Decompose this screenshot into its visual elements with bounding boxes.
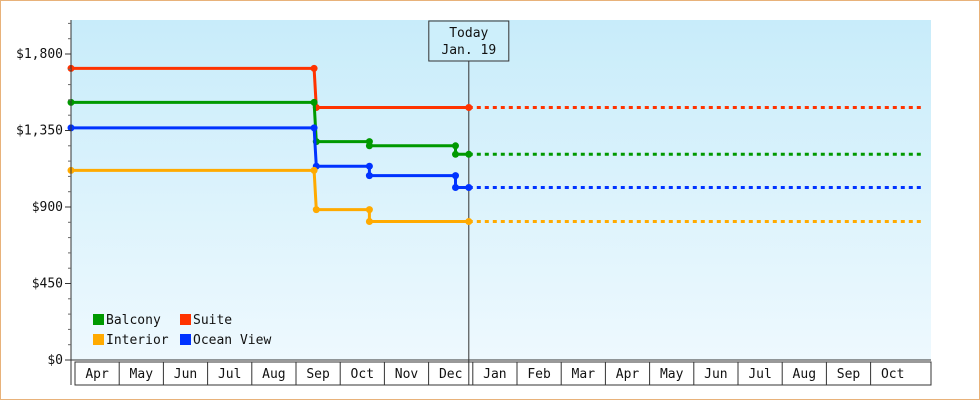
- y-tick-label: $900: [32, 200, 63, 215]
- data-point: [365, 142, 373, 150]
- data-point: [465, 184, 473, 191]
- legend-swatch: [93, 334, 104, 345]
- data-point: [452, 142, 459, 150]
- data-point: [465, 218, 473, 225]
- data-point: [452, 150, 459, 158]
- legend-swatch: [93, 314, 104, 325]
- legend-swatch: [180, 334, 191, 345]
- x-tick-label: Jan: [483, 367, 506, 382]
- x-tick-label: Sep: [837, 367, 861, 382]
- legend-label: Ocean View: [193, 333, 271, 348]
- data-point: [452, 184, 459, 191]
- today-label: Today: [449, 26, 488, 41]
- legend-swatch: [180, 314, 191, 325]
- data-point: [310, 64, 318, 72]
- x-tick-label: Jun: [174, 367, 197, 382]
- x-tick-label: Apr: [616, 367, 640, 382]
- x-tick-label: Oct: [881, 367, 904, 382]
- x-tick-label: Dec: [439, 367, 462, 382]
- series-interior: [67, 166, 925, 225]
- x-tick-label: Sep: [306, 367, 330, 382]
- data-point: [365, 206, 373, 214]
- data-point: [365, 172, 373, 180]
- series-suite: [67, 64, 925, 111]
- data-point: [465, 150, 473, 158]
- x-tick-label: May: [660, 367, 684, 382]
- x-tick-label: Jul: [748, 367, 771, 382]
- series-balcony: [67, 98, 925, 158]
- month-strip: [74, 361, 932, 386]
- data-point: [310, 166, 318, 174]
- legend-item-ocean-view: Ocean View: [180, 333, 271, 348]
- y-tick-label: $1,350: [16, 124, 63, 139]
- today-date: Jan. 19: [441, 43, 496, 58]
- data-point: [452, 172, 459, 180]
- data-point: [312, 206, 320, 214]
- legend-item-suite: Suite: [180, 313, 232, 328]
- series-line-suite: [71, 66, 469, 109]
- x-tick-label: Jun: [704, 367, 727, 382]
- x-tick-label: Aug: [262, 367, 285, 382]
- data-point: [310, 124, 318, 132]
- x-tick-label: Jul: [218, 367, 241, 382]
- y-tick-label: $0: [47, 353, 63, 368]
- x-tick-label: Mar: [572, 367, 596, 382]
- series-line-interior: [71, 168, 469, 223]
- x-tick-label: May: [130, 367, 154, 382]
- x-tick-label: Nov: [395, 367, 419, 382]
- data-point: [310, 98, 318, 106]
- data-point: [365, 218, 373, 225]
- legend-label: Balcony: [106, 313, 161, 328]
- x-tick-label: Aug: [793, 367, 816, 382]
- plot-area: [71, 20, 931, 360]
- y-tick-label: $450: [32, 277, 63, 292]
- y-tick-label: $1,800: [16, 47, 63, 62]
- today-label-box: [428, 20, 510, 62]
- legend-item-interior: Interior: [93, 333, 169, 348]
- series-ocean-view: [67, 124, 925, 191]
- x-tick-label: Apr: [85, 367, 109, 382]
- x-tick-label: Oct: [351, 367, 374, 382]
- x-tick-label: Feb: [527, 367, 551, 382]
- legend-item-balcony: Balcony: [93, 313, 161, 328]
- legend-label: Suite: [193, 313, 232, 328]
- data-point: [365, 162, 373, 170]
- legend-label: Interior: [106, 333, 169, 348]
- data-point: [465, 104, 473, 111]
